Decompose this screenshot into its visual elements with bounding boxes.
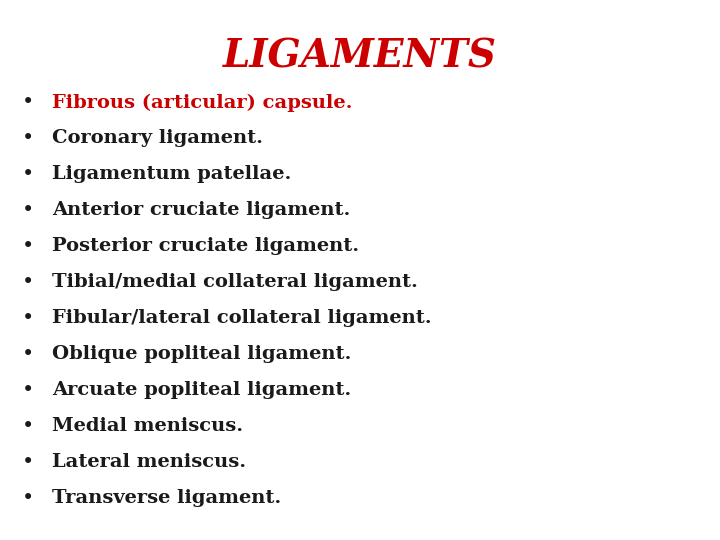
Text: Tibial/medial collateral ligament.: Tibial/medial collateral ligament. xyxy=(52,273,418,292)
Text: •: • xyxy=(22,416,34,436)
Text: Fibrous (articular) capsule.: Fibrous (articular) capsule. xyxy=(52,93,353,112)
Text: Anterior cruciate ligament.: Anterior cruciate ligament. xyxy=(52,201,351,219)
Text: Transverse ligament.: Transverse ligament. xyxy=(52,489,282,508)
Text: Fibular/lateral collateral ligament.: Fibular/lateral collateral ligament. xyxy=(52,309,431,327)
Text: •: • xyxy=(22,129,34,148)
Text: Medial meniscus.: Medial meniscus. xyxy=(52,417,243,435)
Text: •: • xyxy=(22,200,34,220)
Text: Arcuate popliteal ligament.: Arcuate popliteal ligament. xyxy=(52,381,351,400)
Text: Oblique popliteal ligament.: Oblique popliteal ligament. xyxy=(52,346,351,363)
Text: •: • xyxy=(22,92,34,112)
Text: •: • xyxy=(22,345,34,364)
Text: •: • xyxy=(22,237,34,256)
Text: •: • xyxy=(22,453,34,472)
Text: •: • xyxy=(22,164,34,184)
Text: •: • xyxy=(22,380,34,400)
Text: Ligamentum patellae.: Ligamentum patellae. xyxy=(52,165,292,184)
Text: Posterior cruciate ligament.: Posterior cruciate ligament. xyxy=(52,238,359,255)
Text: LIGAMENTS: LIGAMENTS xyxy=(223,38,497,76)
Text: •: • xyxy=(22,308,34,328)
Text: Coronary ligament.: Coronary ligament. xyxy=(52,130,263,147)
Text: •: • xyxy=(22,272,34,292)
Text: Lateral meniscus.: Lateral meniscus. xyxy=(52,454,246,471)
Text: •: • xyxy=(22,488,34,508)
